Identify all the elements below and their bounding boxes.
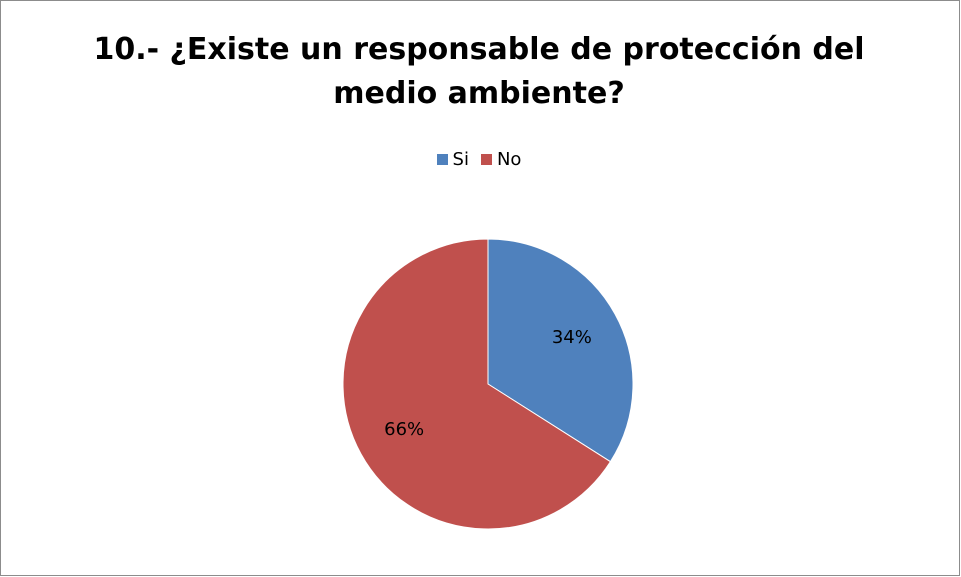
legend-swatch-no [480, 154, 492, 165]
slice-si [487, 238, 634, 463]
legend-swatch-si [436, 154, 448, 165]
legend-label-no: No [496, 149, 522, 170]
chart-title-line-1: 10.- ¿Existe un responsable de protecció… [93, 32, 865, 67]
legend-item-no: No [480, 149, 522, 170]
chart-title-line-2: medio ambiente? [333, 76, 625, 111]
data-label-si: 34% [552, 327, 592, 348]
legend-label-si: Si [452, 149, 469, 170]
data-label-no: 66% [384, 419, 424, 440]
slice-no [342, 238, 612, 530]
chart-title: 10.- ¿Existe un responsable de protecció… [0, 28, 958, 116]
legend-item-si: Si [436, 149, 469, 170]
chart-legend: Si No [0, 149, 958, 170]
